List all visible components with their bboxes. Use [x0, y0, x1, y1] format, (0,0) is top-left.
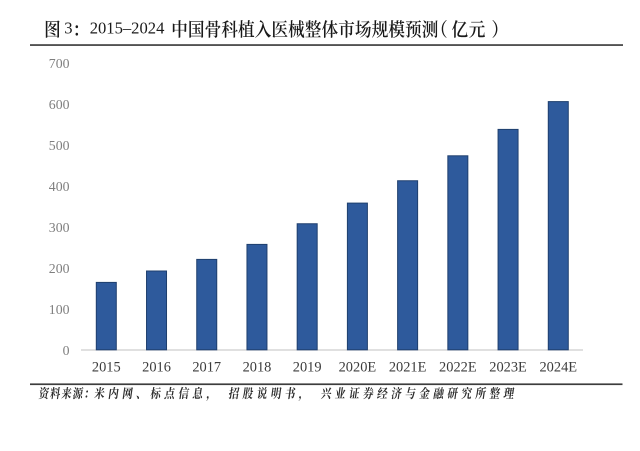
- svg-text:500: 500: [49, 138, 70, 153]
- svg-text:2021E: 2021E: [389, 359, 427, 375]
- svg-text:2018: 2018: [243, 359, 272, 375]
- svg-text:2022E: 2022E: [439, 359, 477, 375]
- svg-text:2017: 2017: [192, 359, 221, 375]
- svg-text:2016: 2016: [142, 359, 171, 375]
- svg-text:400: 400: [49, 179, 70, 194]
- svg-text:300: 300: [49, 220, 70, 235]
- svg-text:700: 700: [49, 56, 70, 71]
- svg-text:2019: 2019: [293, 359, 322, 375]
- svg-text:0: 0: [63, 343, 70, 358]
- svg-text:2015–2024: 2015–2024: [90, 19, 165, 38]
- svg-text:600: 600: [49, 97, 70, 112]
- svg-text:2020E: 2020E: [339, 359, 377, 375]
- svg-text:200: 200: [49, 261, 70, 276]
- svg-text:3: 3: [64, 19, 72, 38]
- svg-text:100: 100: [49, 302, 70, 317]
- svg-text:2024E: 2024E: [539, 359, 577, 375]
- svg-text:2015: 2015: [92, 359, 121, 375]
- svg-text:2023E: 2023E: [489, 359, 527, 375]
